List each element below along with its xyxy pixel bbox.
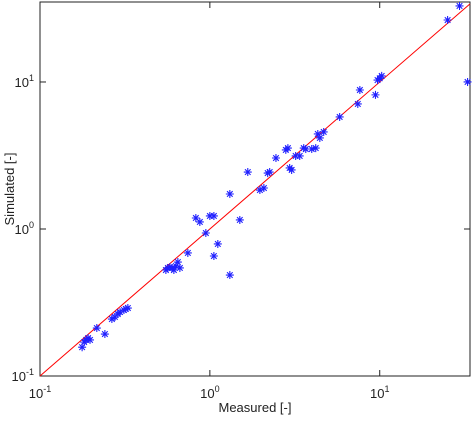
point	[283, 144, 292, 153]
point	[235, 215, 244, 224]
tick-label: 100	[200, 384, 219, 401]
point	[92, 324, 101, 333]
point	[315, 133, 324, 142]
tick-label: 101	[370, 384, 389, 401]
point	[163, 263, 172, 272]
x-axis-label: Measured [-]	[219, 400, 292, 415]
tick-label-exponent: 0	[29, 220, 34, 230]
tick-label: 10-1	[12, 367, 34, 384]
point	[169, 266, 178, 275]
point	[171, 262, 180, 271]
point	[255, 186, 264, 195]
point	[271, 154, 280, 163]
y-axis-label: Simulated [-]	[2, 153, 17, 226]
point	[353, 99, 362, 108]
point	[371, 90, 380, 99]
point	[100, 330, 109, 339]
point	[243, 168, 252, 177]
tick-label-exponent: 1	[29, 73, 34, 83]
point	[463, 77, 472, 86]
point	[377, 71, 386, 80]
point	[213, 239, 222, 248]
point	[78, 343, 87, 352]
plot-frame	[39, 1, 471, 377]
tick-label-exponent: 0	[215, 384, 220, 394]
tick-label-base: 10	[29, 386, 43, 401]
point	[107, 315, 116, 324]
point	[265, 168, 274, 177]
tick-label-base: 10	[15, 75, 29, 90]
point	[209, 211, 218, 220]
point	[307, 145, 316, 154]
tick-label-base: 10	[370, 386, 384, 401]
point	[287, 165, 296, 174]
point	[443, 16, 452, 25]
point	[225, 189, 234, 198]
point	[259, 184, 268, 193]
tick-label: 101	[15, 73, 34, 90]
point	[116, 308, 125, 317]
tick-label-base: 10	[12, 369, 26, 384]
point	[175, 263, 184, 272]
point	[201, 229, 210, 238]
point	[209, 252, 218, 261]
point	[299, 144, 308, 153]
point	[319, 127, 328, 136]
point	[195, 217, 204, 226]
tick-label-exponent: -1	[26, 367, 34, 377]
tick-label-exponent: -1	[43, 384, 51, 394]
point	[173, 258, 182, 267]
reference-line	[39, 3, 471, 377]
point	[355, 85, 364, 94]
point	[313, 129, 322, 138]
point	[205, 211, 214, 220]
tick-label: 10-1	[29, 384, 51, 401]
tick-label-exponent: 1	[384, 384, 389, 394]
point	[311, 144, 320, 153]
tick-label-base: 10	[200, 386, 214, 401]
point	[121, 304, 130, 313]
point	[191, 213, 200, 222]
point	[295, 151, 304, 160]
tick-label-base: 10	[15, 222, 29, 237]
point	[165, 263, 174, 272]
point	[225, 271, 234, 280]
tick-label: 100	[15, 220, 34, 237]
point	[183, 248, 192, 257]
point	[301, 145, 310, 154]
point	[123, 304, 132, 313]
point	[455, 1, 464, 10]
point	[291, 151, 300, 160]
point	[335, 112, 344, 121]
point	[263, 169, 272, 178]
point	[110, 312, 119, 321]
point	[86, 335, 95, 344]
